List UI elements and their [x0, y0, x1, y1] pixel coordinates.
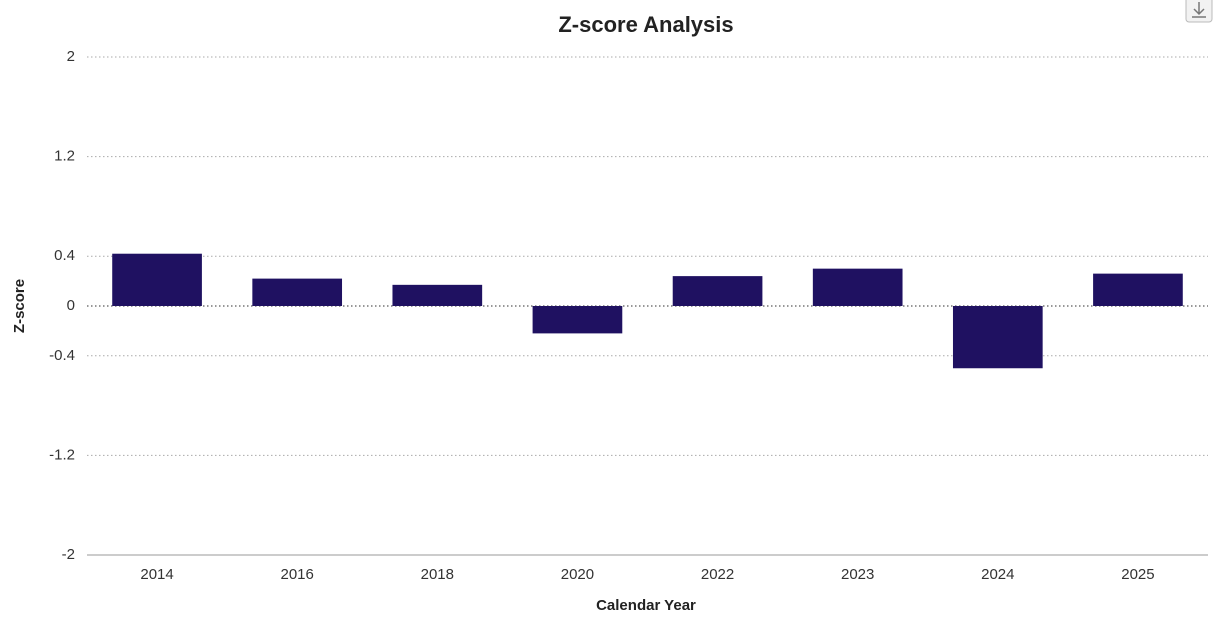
chart-title: Z-score Analysis — [558, 12, 733, 37]
x-axis-title: Calendar Year — [596, 597, 696, 614]
x-tick-label: 2025 — [1121, 566, 1154, 583]
bar — [392, 284, 483, 306]
bar — [1093, 273, 1183, 306]
x-tick-label: 2022 — [701, 566, 734, 583]
y-axis-title: Z-score — [11, 279, 28, 333]
x-tick-label: 2014 — [140, 566, 173, 583]
x-tick-label: 2018 — [421, 566, 454, 583]
bar — [952, 306, 1043, 369]
bar — [112, 253, 202, 306]
bar — [672, 276, 763, 306]
download-button[interactable] — [1185, 0, 1213, 23]
y-tick-label: -2 — [62, 546, 75, 563]
bar — [812, 268, 903, 306]
x-tick-label: 2023 — [841, 566, 874, 583]
x-tick-label: 2024 — [981, 566, 1014, 583]
y-tick-label: -1.2 — [49, 446, 75, 463]
y-tick-label: -0.4 — [49, 347, 75, 364]
download-icon[interactable] — [1192, 2, 1206, 18]
y-tick-label: 1.2 — [54, 148, 75, 165]
y-tick-label: 0.4 — [54, 247, 75, 264]
y-tick-label: 2 — [67, 48, 75, 65]
x-tick-label: 2020 — [561, 566, 594, 583]
bar — [252, 278, 343, 306]
bar — [532, 306, 623, 334]
y-tick-label: 0 — [67, 297, 75, 314]
x-tick-label: 2016 — [281, 566, 314, 583]
